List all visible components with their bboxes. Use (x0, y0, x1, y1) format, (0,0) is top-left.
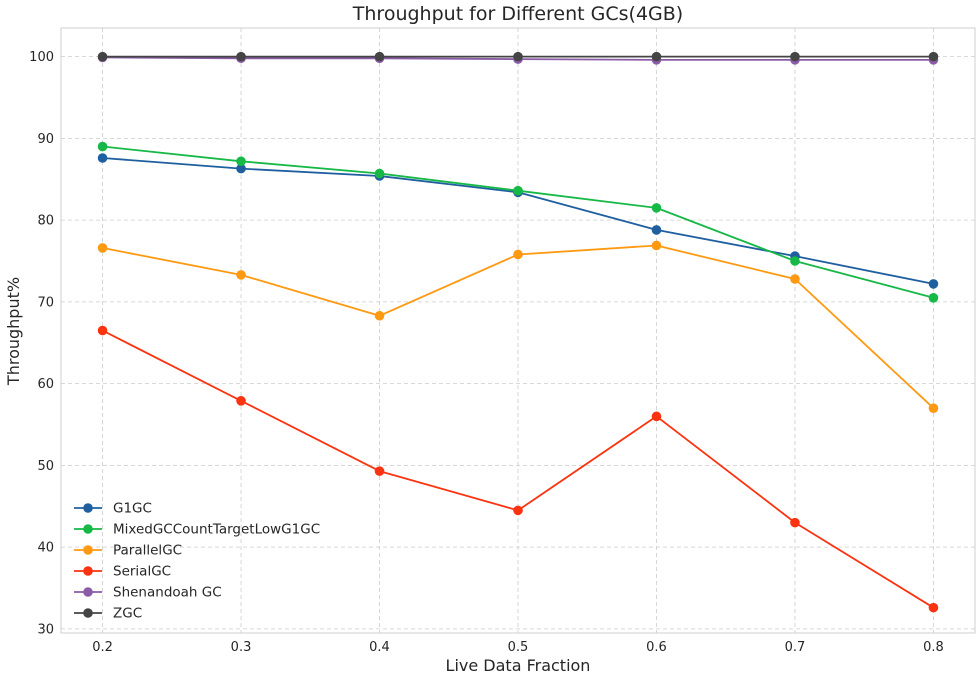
y-tick-label: 50 (37, 459, 54, 474)
axis-ticks: 0.2 0.3 0.4 0.5 0.6 0.7 0.8 30 40 50 60 70 80 90 100 (29, 50, 944, 655)
legend-marker (83, 566, 93, 576)
legend-marker (83, 545, 93, 555)
data-point (651, 225, 662, 235)
data-point (790, 517, 800, 528)
x-tick-label: 0.8 (923, 640, 944, 655)
data-point (790, 274, 800, 284)
x-tick-label: 0.4 (369, 640, 390, 655)
x-axis-label: Live Data Fraction (446, 656, 591, 675)
data-point (790, 256, 800, 266)
y-tick-label: 80 (37, 214, 54, 229)
legend-marker (83, 503, 93, 513)
data-point (236, 270, 246, 280)
plot-area-frame (60, 27, 976, 634)
y-tick-label: 40 (37, 541, 54, 556)
data-point (513, 185, 523, 196)
legend-item: Shenandoah GC (74, 585, 222, 601)
data-point (928, 602, 939, 613)
series-parallelgc (97, 240, 939, 413)
legend-label: ParallelGC (113, 543, 182, 559)
x-tick-label: 0.6 (646, 640, 667, 655)
legend-item: ParallelGC (74, 543, 182, 559)
legend-marker (83, 587, 93, 597)
data-point (236, 163, 246, 174)
data-point (374, 310, 385, 321)
data-point (651, 203, 662, 213)
legend-marker (83, 524, 93, 534)
legend-item: MixedGCCountTargetLowG1GC (74, 522, 320, 538)
legend-item: SerialGC (74, 564, 171, 580)
data-point (928, 292, 939, 303)
y-tick-label: 70 (37, 295, 54, 310)
chart-title: Throughput for Different GCs(4GB) (352, 3, 683, 25)
x-tick-label: 0.5 (508, 640, 529, 655)
legend-label: SerialGC (113, 564, 171, 580)
data-point (97, 153, 108, 163)
y-tick-label: 90 (37, 132, 54, 147)
data-point (236, 51, 246, 62)
data-point (97, 243, 108, 253)
data-point (374, 168, 385, 179)
data-point (513, 505, 523, 516)
data-point (236, 156, 246, 167)
legend-label: ZGC (113, 606, 142, 622)
data-point (651, 411, 662, 422)
grid (61, 28, 975, 633)
data-point (651, 240, 662, 251)
legend: G1GC MixedGCCountTargetLowG1GC ParallelGC S… (74, 501, 320, 622)
x-tick-label: 0.7 (785, 640, 806, 655)
data-point (97, 51, 108, 62)
data-point (928, 279, 939, 289)
data-point (928, 403, 939, 413)
series-mixedgccounttargetlowg1gc (97, 141, 939, 303)
legend-item: G1GC (74, 501, 152, 517)
x-tick-label: 0.2 (92, 640, 113, 655)
series-zgc (97, 51, 939, 62)
data-point (236, 396, 246, 406)
data-point (651, 51, 662, 62)
legend-label: Shenandoah GC (113, 585, 222, 601)
data-point (513, 51, 523, 62)
y-axis-label: Throughput% (4, 277, 23, 386)
data-point (928, 51, 939, 62)
data-point (97, 141, 108, 152)
y-tick-label: 30 (37, 622, 54, 637)
data-point (374, 466, 385, 476)
series-serialgc (97, 325, 939, 613)
y-tick-label: 60 (37, 377, 54, 392)
legend-marker (83, 608, 93, 618)
data-point (97, 325, 108, 336)
legend-label: G1GC (113, 501, 152, 517)
series-layer (97, 51, 939, 613)
legend-label: MixedGCCountTargetLowG1GC (113, 522, 320, 538)
data-point (790, 51, 800, 62)
y-tick-label: 100 (29, 50, 54, 65)
data-point (374, 51, 385, 62)
data-point (513, 249, 523, 260)
legend-item: ZGC (74, 606, 142, 622)
x-tick-label: 0.3 (231, 640, 252, 655)
